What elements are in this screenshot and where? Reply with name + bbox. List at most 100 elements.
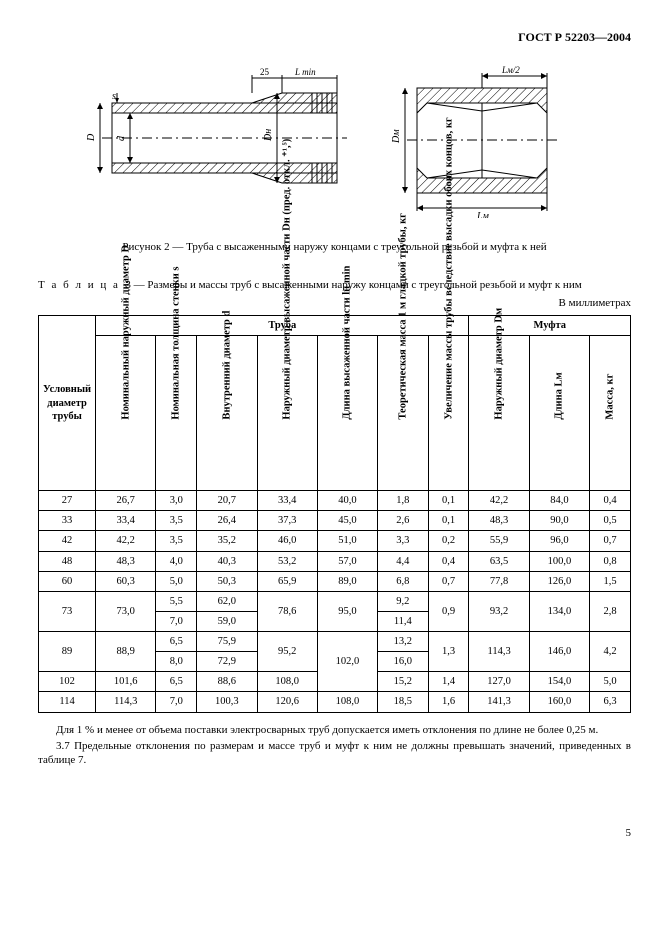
table-cell: 6,5: [156, 672, 197, 692]
col-Dm: Наружный диаметр Dм: [469, 336, 529, 491]
table-cell: 0,9: [428, 591, 469, 631]
table-cell: 3,5: [156, 531, 197, 551]
table-cell: 0,7: [590, 531, 631, 551]
table-cell: 101,6: [96, 672, 156, 692]
table-cell: 95,2: [257, 632, 317, 672]
table-cell: 0,8: [590, 551, 631, 571]
table-cell: 5,0: [156, 571, 197, 591]
label-D: D: [87, 133, 97, 142]
table-cell: 120,6: [257, 692, 317, 712]
table-cell: 75,9: [197, 632, 257, 652]
table-cell: 160,0: [529, 692, 589, 712]
table-cell: 89,0: [317, 571, 377, 591]
col-mass: Масса, кг: [590, 336, 631, 491]
table-cell: 1,4: [428, 672, 469, 692]
table-cell: 16,0: [378, 652, 429, 672]
table-cell: 65,9: [257, 571, 317, 591]
table-cell: 1,3: [428, 632, 469, 672]
table-row: 4848,34,040,353,257,04,40,463,5100,00,8: [39, 551, 631, 571]
col-ln: Длина высаженной части lн min: [317, 336, 377, 491]
table-cell: 15,2: [378, 672, 429, 692]
table-cell: 40,3: [197, 551, 257, 571]
figure-2-diagrams: D d s Dн 25 L min: [38, 63, 631, 221]
table-cell: 77,8: [469, 571, 529, 591]
table-cell: 84,0: [529, 491, 589, 511]
table-cell: 114,3: [96, 692, 156, 712]
table-cell: 89: [39, 632, 96, 672]
label-Lmin: L min: [294, 67, 316, 77]
table-cell: 78,6: [257, 591, 317, 631]
table-cell: 8,0: [156, 652, 197, 672]
table-cell: 95,0: [317, 591, 377, 631]
label-25: 25: [260, 67, 270, 77]
table-cell: 5,5: [156, 591, 197, 611]
table-row: 6060,35,050,365,989,06,80,777,8126,01,5: [39, 571, 631, 591]
table-cell: 100,3: [197, 692, 257, 712]
pipe-diagram: D d s Dн 25 L min: [87, 67, 347, 183]
table-cell: 88,9: [96, 632, 156, 672]
table-cell: 42,2: [96, 531, 156, 551]
pipe-and-coupling-svg: D d s Dн 25 L min: [87, 63, 582, 218]
table-row: 3333,43,526,437,345,02,60,148,390,00,5: [39, 511, 631, 531]
table-body: 2726,73,020,733,440,01,80,142,284,00,433…: [39, 491, 631, 712]
table-cell: 40,0: [317, 491, 377, 511]
table-cell: 20,7: [197, 491, 257, 511]
table-title-rest: — Размеры и массы труб с высаженными нар…: [134, 279, 582, 291]
table-cell: 5,0: [590, 672, 631, 692]
table-cell: 0,7: [428, 571, 469, 591]
table-cell: 93,2: [469, 591, 529, 631]
col-mass1m: Теоретическая масса 1 м гладкой трубы, к…: [378, 336, 429, 491]
body-text: Для 1 % и менее от объема поставки элект…: [38, 723, 631, 768]
table-cell: 63,5: [469, 551, 529, 571]
table-cell: 2,8: [590, 591, 631, 631]
table-cell: 3,5: [156, 511, 197, 531]
table-cell: 26,4: [197, 511, 257, 531]
table-cell: 7,0: [156, 611, 197, 631]
table-cell: 1,8: [378, 491, 429, 511]
table-cell: 141,3: [469, 692, 529, 712]
table-cell: 35,2: [197, 531, 257, 551]
table-cell: 108,0: [257, 672, 317, 692]
table-cell: 0,4: [590, 491, 631, 511]
table-cell: 96,0: [529, 531, 589, 551]
table-cell: 18,5: [378, 692, 429, 712]
table-cell: 4,4: [378, 551, 429, 571]
table-cell: 108,0: [317, 692, 377, 712]
label-Lm2: Lм/2: [501, 65, 520, 75]
table-cell: 53,2: [257, 551, 317, 571]
table-cell: 3,3: [378, 531, 429, 551]
table-cell: 154,0: [529, 672, 589, 692]
table-cell: 50,3: [197, 571, 257, 591]
table-cell: 4,0: [156, 551, 197, 571]
col-Dn: Наружный диаметр высаженной части Dн (пр…: [257, 336, 317, 491]
table-cell: 42: [39, 531, 96, 551]
table-row: 7373,05,562,078,695,09,20,993,2134,02,8: [39, 591, 631, 611]
label-d: d: [116, 135, 127, 141]
table-cell: 45,0: [317, 511, 377, 531]
table-cell: 127,0: [469, 672, 529, 692]
table-cell: 33,4: [96, 511, 156, 531]
col-D: Номинальный наружный диаметр D: [96, 336, 156, 491]
table-cell: 6,8: [378, 571, 429, 591]
table-cell: 0,4: [428, 551, 469, 571]
label-Dm: Dм: [391, 129, 402, 144]
paragraph-1: Для 1 % и менее от объема поставки элект…: [38, 723, 631, 737]
document-header: ГОСТ Р 52203—2004: [38, 30, 631, 45]
label-Dn: Dн: [263, 129, 274, 142]
table-cell: 114: [39, 692, 96, 712]
table-cell: 62,0: [197, 591, 257, 611]
coupling-diagram: Dм Lм Lм/2: [391, 65, 557, 218]
table-row: 4242,23,535,246,051,03,30,255,996,00,7: [39, 531, 631, 551]
table-cell: 55,9: [469, 531, 529, 551]
table-cell: 46,0: [257, 531, 317, 551]
table-cell: 1,5: [590, 571, 631, 591]
table-cell: 4,2: [590, 632, 631, 672]
table-cell: 51,0: [317, 531, 377, 551]
col-d: Внутренний диаметр d: [197, 336, 257, 491]
table-cell: 88,6: [197, 672, 257, 692]
table-cell: 6,3: [590, 692, 631, 712]
table-cell: 0,5: [590, 511, 631, 531]
col-mass-inc: Увеличение массы трубы вследствие высадк…: [428, 336, 469, 491]
dimensions-table: Условный диаметр трубы Труба Муфта Номин…: [38, 315, 631, 713]
table-cell: 33: [39, 511, 96, 531]
